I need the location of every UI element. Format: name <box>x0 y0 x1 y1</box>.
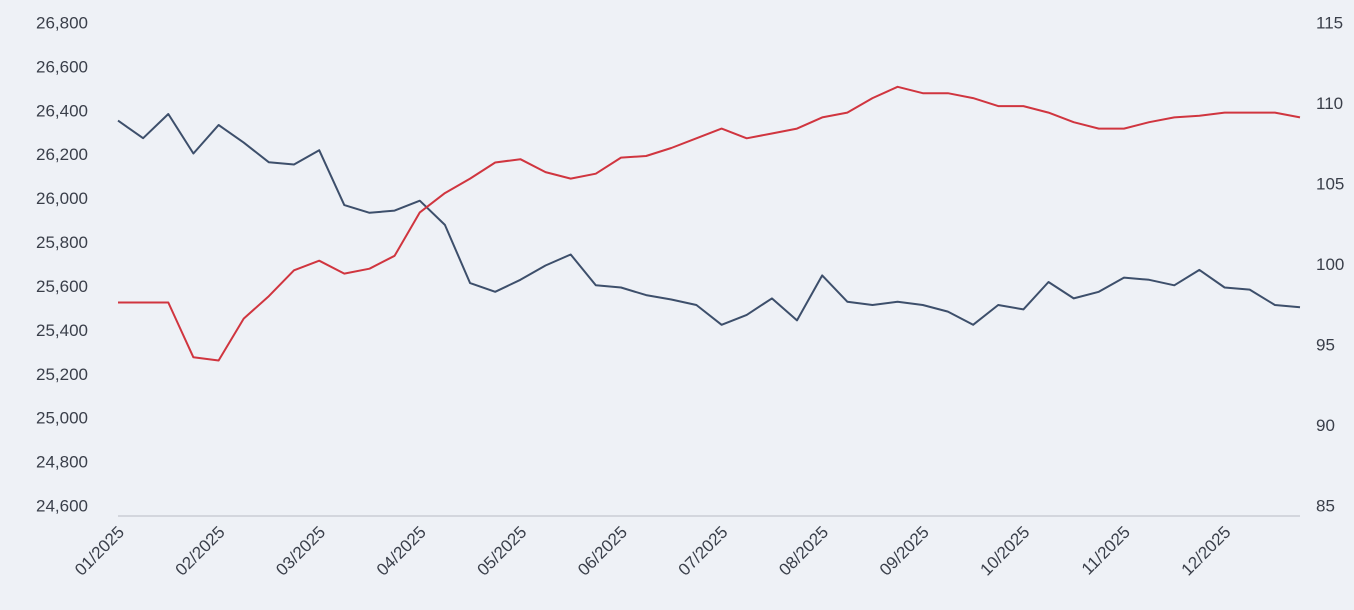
y-tick-label: 26,400 <box>36 101 88 120</box>
y2-tick-label: 85 <box>1316 496 1335 515</box>
line-series <box>118 85 1301 362</box>
y2-tick-label: 95 <box>1316 335 1335 354</box>
y-tick-label: 25,000 <box>36 409 88 428</box>
y-tick-label: 24,600 <box>36 496 88 515</box>
y2-tick-label: 105 <box>1316 174 1344 193</box>
y-tick-label: 25,600 <box>36 277 88 296</box>
y-tick-label: 26,000 <box>36 189 88 208</box>
y2-tick-label: 115 <box>1316 13 1343 32</box>
y-tick-label: 25,800 <box>36 233 88 252</box>
y2-tick-label: 100 <box>1316 255 1344 274</box>
line-series <box>117 113 1301 326</box>
y-tick-label: 26,200 <box>36 145 88 164</box>
y2-tick-label: 110 <box>1316 94 1343 113</box>
y2-tick-label: 90 <box>1316 416 1335 435</box>
y-tick-label: 24,800 <box>36 453 88 472</box>
y-tick-label: 25,200 <box>36 365 88 384</box>
y-tick-label: 26,800 <box>36 13 88 32</box>
y-tick-label: 26,600 <box>36 57 88 76</box>
y-tick-label: 25,400 <box>36 321 88 340</box>
